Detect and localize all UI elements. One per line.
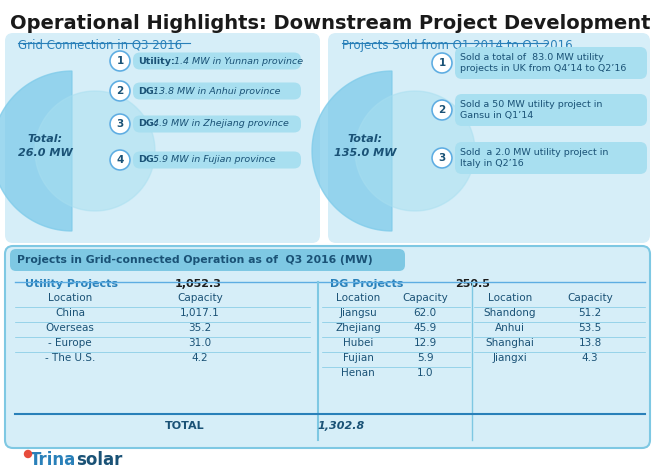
Text: Zhejiang: Zhejiang bbox=[335, 323, 381, 333]
Text: Shandong: Shandong bbox=[484, 308, 536, 318]
Circle shape bbox=[110, 114, 130, 134]
Text: Utility:: Utility: bbox=[138, 57, 175, 66]
Polygon shape bbox=[355, 91, 475, 211]
Text: Sold  a 2.0 MW utility project in
Italy in Q2’16: Sold a 2.0 MW utility project in Italy i… bbox=[460, 148, 608, 168]
Text: Hubei: Hubei bbox=[343, 338, 373, 348]
Text: 45.9: 45.9 bbox=[413, 323, 437, 333]
Text: - Europe: - Europe bbox=[48, 338, 92, 348]
Text: Location: Location bbox=[488, 293, 532, 303]
Text: 13.8: 13.8 bbox=[578, 338, 602, 348]
Text: 31.0: 31.0 bbox=[189, 338, 212, 348]
Text: Henan: Henan bbox=[341, 368, 375, 378]
FancyBboxPatch shape bbox=[328, 33, 650, 243]
Text: DG Projects: DG Projects bbox=[330, 279, 403, 289]
Text: Sold a total of  83.0 MW utility
projects in UK from Q4’14 to Q2’16: Sold a total of 83.0 MW utility projects… bbox=[460, 53, 626, 73]
Text: 4: 4 bbox=[117, 155, 124, 165]
Text: 1,017.1: 1,017.1 bbox=[180, 308, 220, 318]
Text: 53.5: 53.5 bbox=[578, 323, 602, 333]
FancyBboxPatch shape bbox=[455, 142, 647, 174]
FancyBboxPatch shape bbox=[133, 82, 301, 99]
Text: DG:: DG: bbox=[138, 156, 157, 165]
Text: Location: Location bbox=[336, 293, 380, 303]
Text: Overseas: Overseas bbox=[46, 323, 94, 333]
Polygon shape bbox=[0, 71, 72, 231]
Text: 1,052.3: 1,052.3 bbox=[175, 279, 222, 289]
Text: 3: 3 bbox=[438, 153, 445, 163]
Text: 62.0: 62.0 bbox=[413, 308, 437, 318]
Text: DG:: DG: bbox=[138, 87, 157, 96]
Text: 4.9 MW in Zhejiang province: 4.9 MW in Zhejiang province bbox=[150, 119, 289, 129]
Text: 4.3: 4.3 bbox=[582, 353, 598, 363]
Circle shape bbox=[110, 81, 130, 101]
FancyBboxPatch shape bbox=[133, 52, 301, 69]
Circle shape bbox=[432, 148, 452, 168]
Text: 5.9 MW in Fujian province: 5.9 MW in Fujian province bbox=[150, 156, 276, 165]
Text: Fujian: Fujian bbox=[343, 353, 373, 363]
Text: China: China bbox=[55, 308, 85, 318]
Text: 35.2: 35.2 bbox=[189, 323, 212, 333]
FancyBboxPatch shape bbox=[10, 249, 405, 271]
Text: 12.9: 12.9 bbox=[413, 338, 437, 348]
Text: 2: 2 bbox=[117, 86, 124, 96]
Text: 4.2: 4.2 bbox=[192, 353, 208, 363]
FancyBboxPatch shape bbox=[5, 33, 320, 243]
Text: Grid Connection in Q3 2016: Grid Connection in Q3 2016 bbox=[18, 39, 182, 52]
FancyBboxPatch shape bbox=[133, 116, 301, 132]
Text: Utility Projects: Utility Projects bbox=[25, 279, 118, 289]
Text: 1.4 MW in Yunnan province: 1.4 MW in Yunnan province bbox=[171, 57, 303, 66]
Text: Total:
26.0 MW: Total: 26.0 MW bbox=[18, 134, 72, 158]
FancyBboxPatch shape bbox=[455, 47, 647, 79]
FancyBboxPatch shape bbox=[455, 94, 647, 126]
Polygon shape bbox=[35, 91, 155, 211]
Text: Sold a 50 MW utility project in
Gansu in Q1’14: Sold a 50 MW utility project in Gansu in… bbox=[460, 100, 603, 120]
Text: Total:
135.0 MW: Total: 135.0 MW bbox=[334, 134, 396, 158]
Circle shape bbox=[110, 150, 130, 170]
Text: 1.0: 1.0 bbox=[417, 368, 433, 378]
Text: TOTAL: TOTAL bbox=[165, 421, 205, 431]
Text: solar: solar bbox=[76, 451, 122, 469]
FancyBboxPatch shape bbox=[133, 151, 301, 169]
Polygon shape bbox=[312, 71, 392, 231]
Text: Projects in Grid-connected Operation as of  Q3 2016 (MW): Projects in Grid-connected Operation as … bbox=[17, 255, 373, 265]
Text: Anhui: Anhui bbox=[495, 323, 525, 333]
Text: 1: 1 bbox=[438, 58, 445, 68]
Text: 51.2: 51.2 bbox=[578, 308, 602, 318]
Text: 13.8 MW in Anhui province: 13.8 MW in Anhui province bbox=[150, 87, 281, 96]
Text: 250.5: 250.5 bbox=[455, 279, 490, 289]
Text: 2: 2 bbox=[438, 105, 445, 115]
Text: Trina: Trina bbox=[30, 451, 76, 469]
Text: Capacity: Capacity bbox=[177, 293, 223, 303]
Text: Jiangxi: Jiangxi bbox=[493, 353, 527, 363]
Circle shape bbox=[24, 450, 31, 457]
Text: - The U.S.: - The U.S. bbox=[45, 353, 95, 363]
FancyBboxPatch shape bbox=[5, 246, 650, 448]
Text: 3: 3 bbox=[117, 119, 124, 129]
Circle shape bbox=[432, 53, 452, 73]
Text: Location: Location bbox=[48, 293, 92, 303]
Text: Operational Highlights: Downstream Project Development: Operational Highlights: Downstream Proje… bbox=[10, 14, 650, 33]
Text: Capacity: Capacity bbox=[567, 293, 613, 303]
Circle shape bbox=[110, 51, 130, 71]
Text: 5.9: 5.9 bbox=[417, 353, 434, 363]
Text: Shanghai: Shanghai bbox=[485, 338, 534, 348]
Text: Projects Sold from Q1 2014 to Q3 2016: Projects Sold from Q1 2014 to Q3 2016 bbox=[342, 39, 572, 52]
Text: DG:: DG: bbox=[138, 119, 157, 129]
Text: 1: 1 bbox=[117, 56, 124, 66]
Text: Jiangsu: Jiangsu bbox=[339, 308, 377, 318]
Circle shape bbox=[432, 100, 452, 120]
Text: 1,302.8: 1,302.8 bbox=[318, 421, 365, 431]
Text: Capacity: Capacity bbox=[402, 293, 448, 303]
